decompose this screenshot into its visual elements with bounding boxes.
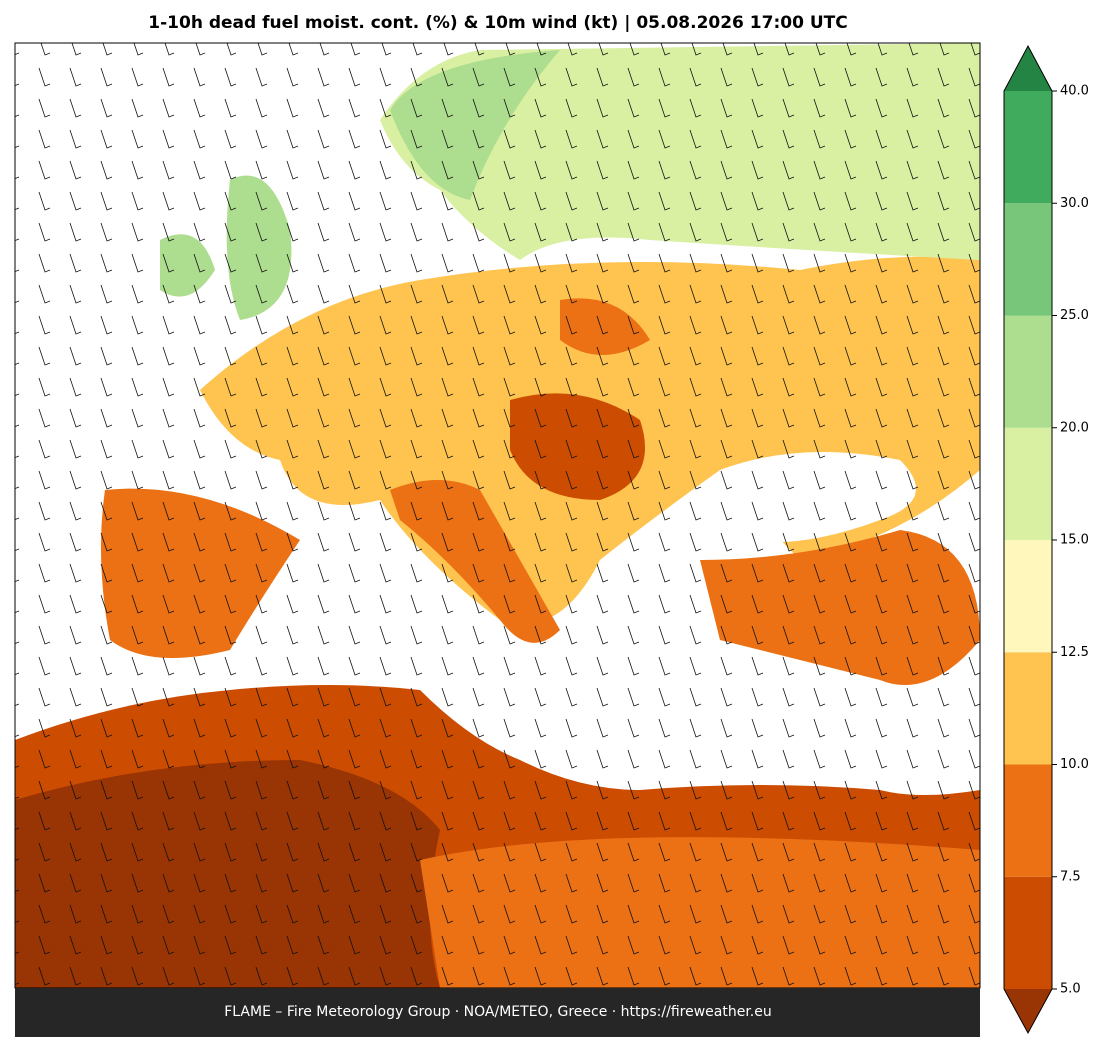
colorbar-bin bbox=[1004, 315, 1052, 428]
colorbar-bin bbox=[1004, 91, 1052, 204]
colorbar-tick-label: 10.0 bbox=[1060, 757, 1089, 772]
colorbar-bin bbox=[1004, 876, 1052, 989]
colorbar-bin bbox=[1004, 652, 1052, 765]
colorbar-tick-label: 25.0 bbox=[1060, 308, 1089, 323]
colorbar-tick-label: 5.0 bbox=[1060, 982, 1081, 997]
colorbar-bin bbox=[1004, 427, 1052, 540]
colorbar-bin bbox=[1004, 540, 1052, 653]
colorbar-tick-label: 7.5 bbox=[1060, 869, 1081, 884]
colorbar-tick-label: 12.5 bbox=[1060, 645, 1089, 660]
footer: FLAME – Fire Meteorology Group · NOA/MET… bbox=[224, 1004, 772, 1020]
colorbar-bin bbox=[1004, 203, 1052, 316]
colorbar: 5.0 7.5 10.0 12.5 15.0 20.0 25.0 30.0 40.0 bbox=[1003, 44, 1089, 1035]
wind-barbs bbox=[15, 43, 980, 988]
colorbar-under bbox=[1004, 989, 1052, 1033]
colorbar-tick-label: 40.0 bbox=[1060, 84, 1089, 99]
title: 1-10h dead fuel moist. cont. (%) & 10m w… bbox=[148, 13, 847, 33]
colorbar-tick-label: 20.0 bbox=[1060, 420, 1089, 435]
map bbox=[15, 43, 980, 988]
colorbar-over bbox=[1004, 46, 1052, 91]
colorbar-tick-label: 15.0 bbox=[1060, 533, 1089, 548]
footer-bar bbox=[15, 988, 980, 1037]
colorbar-tick-label: 30.0 bbox=[1060, 196, 1089, 211]
colorbar-bin bbox=[1004, 764, 1052, 877]
